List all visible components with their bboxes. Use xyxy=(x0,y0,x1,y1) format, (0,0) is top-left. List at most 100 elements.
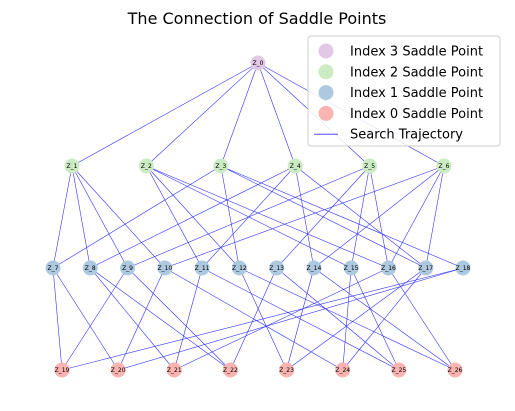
node-marker xyxy=(306,260,322,276)
node-marker xyxy=(447,362,463,378)
node-label: Z_15 xyxy=(344,265,359,272)
node-z-2: Z_2 xyxy=(138,158,154,174)
edge-z_15-z_24 xyxy=(342,267,352,371)
node-label: Z_16 xyxy=(381,265,396,272)
node-marker xyxy=(231,260,247,276)
legend-label: Index 3 Saddle Point xyxy=(350,45,483,60)
edge-z_17-z_23 xyxy=(286,267,426,371)
node-z-0: Z_0 xyxy=(250,55,266,71)
edge-z_0-z_4 xyxy=(257,62,296,167)
node-z-13: Z_13 xyxy=(269,260,285,276)
edge-z_18-z_20 xyxy=(118,267,464,371)
node-z-6: Z_6 xyxy=(436,158,452,174)
node-z-3: Z_3 xyxy=(213,158,229,174)
legend-items: Index 3 Saddle Point Index 2 Saddle Point… xyxy=(314,43,483,143)
node-marker xyxy=(335,362,351,378)
edge-z_5-z_9 xyxy=(127,165,370,269)
edge-z_18-z_19 xyxy=(61,267,464,371)
node-z-20: Z_20 xyxy=(110,362,126,378)
node-z-15: Z_15 xyxy=(343,260,359,276)
node-label: Z_6 xyxy=(439,163,450,170)
edge-z_2-z_16 xyxy=(146,165,389,269)
edge-z_8-z_22 xyxy=(90,267,231,371)
edge-z_1-z_7 xyxy=(52,165,73,269)
edge-z_5-z_15 xyxy=(350,165,370,269)
node-marker xyxy=(222,362,238,378)
edge-z_11-z_21 xyxy=(173,267,203,371)
legend-label: Index 0 Saddle Point xyxy=(350,107,483,122)
node-label: Z_2 xyxy=(141,163,152,170)
node-label: Z_9 xyxy=(122,265,133,272)
node-label: Z_23 xyxy=(279,367,294,374)
edge-z_1-z_9 xyxy=(71,165,128,269)
legend-label: Index 1 Saddle Point xyxy=(350,86,483,101)
node-marker xyxy=(166,362,182,378)
edge-z_8-z_21 xyxy=(90,267,175,371)
node-marker xyxy=(110,362,126,378)
node-marker xyxy=(138,158,154,174)
node-z-1: Z_1 xyxy=(64,158,80,174)
node-marker xyxy=(250,55,266,71)
node-marker xyxy=(380,260,396,276)
node-label: Z_0 xyxy=(253,60,264,67)
edge-z_1-z_8 xyxy=(71,165,91,269)
legend: Index 3 Saddle Point Index 2 Saddle Point… xyxy=(307,35,501,147)
legend-item-3: Index 1 Saddle Point xyxy=(318,85,483,101)
legend-marker xyxy=(318,85,334,101)
edge-z_1-z_10 xyxy=(71,165,166,269)
node-label: Z_11 xyxy=(195,265,210,272)
edge-z_6-z_17 xyxy=(425,165,445,269)
chart-title: The Connection of Saddle Points xyxy=(127,9,387,28)
node-marker xyxy=(213,158,229,174)
node-label: Z_5 xyxy=(364,163,375,170)
node-z-8: Z_8 xyxy=(82,260,98,276)
node-z-11: Z_11 xyxy=(194,260,210,276)
legend-marker xyxy=(318,43,334,59)
node-z-22: Z_22 xyxy=(222,362,238,378)
node-label: Z_22 xyxy=(223,367,238,374)
node-marker xyxy=(455,260,471,276)
node-z-16: Z_16 xyxy=(380,260,396,276)
node-label: Z_25 xyxy=(391,367,406,374)
legend-label: Search Trajectory xyxy=(350,128,463,143)
legend-item-1: Index 3 Saddle Point xyxy=(318,43,483,60)
node-label: Z_13 xyxy=(269,265,284,272)
node-label: Z_1 xyxy=(67,163,78,170)
nodes-layer: Z_0 Z_1 Z_2 Z_3 Z_4 Z_5 Z_6 Z_7 Z_8 Z_9 Z_10 Z_11 Z_… xyxy=(45,55,471,378)
edge-z_6-z_14 xyxy=(313,165,445,269)
node-z-18: Z_18 xyxy=(455,260,471,276)
node-label: Z_8 xyxy=(85,265,96,272)
node-marker xyxy=(120,260,136,276)
node-label: Z_3 xyxy=(215,163,226,170)
edge-z_16-z_26 xyxy=(388,267,456,371)
edge-z_13-z_22 xyxy=(230,267,277,371)
node-label: Z_19 xyxy=(55,367,70,374)
edge-z_10-z_20 xyxy=(117,267,166,371)
node-marker xyxy=(157,260,173,276)
node-z-7: Z_7 xyxy=(45,260,61,276)
node-label: Z_4 xyxy=(290,163,301,170)
edge-z_9-z_19 xyxy=(61,267,128,371)
legend-item-4: Index 0 Saddle Point xyxy=(318,105,483,122)
node-label: Z_26 xyxy=(448,367,463,374)
node-marker xyxy=(343,260,359,276)
legend-marker xyxy=(318,105,334,121)
node-label: Z_10 xyxy=(157,265,172,272)
node-z-19: Z_19 xyxy=(54,362,70,378)
node-z-9: Z_9 xyxy=(120,260,136,276)
node-z-4: Z_4 xyxy=(287,158,303,174)
edge-z_0-z_1 xyxy=(71,62,259,167)
edge-z_3-z_7 xyxy=(52,165,221,269)
legend-frame xyxy=(307,35,501,147)
edge-z_16-z_21 xyxy=(174,267,389,371)
node-z-24: Z_24 xyxy=(335,362,351,378)
node-marker xyxy=(64,158,80,174)
node-z-12: Z_12 xyxy=(231,260,247,276)
node-marker xyxy=(269,260,285,276)
node-marker xyxy=(279,362,295,378)
node-marker xyxy=(54,362,70,378)
node-label: Z_21 xyxy=(167,367,182,374)
legend-item-2: Index 2 Saddle Point xyxy=(318,64,483,80)
node-z-14: Z_14 xyxy=(306,260,322,276)
